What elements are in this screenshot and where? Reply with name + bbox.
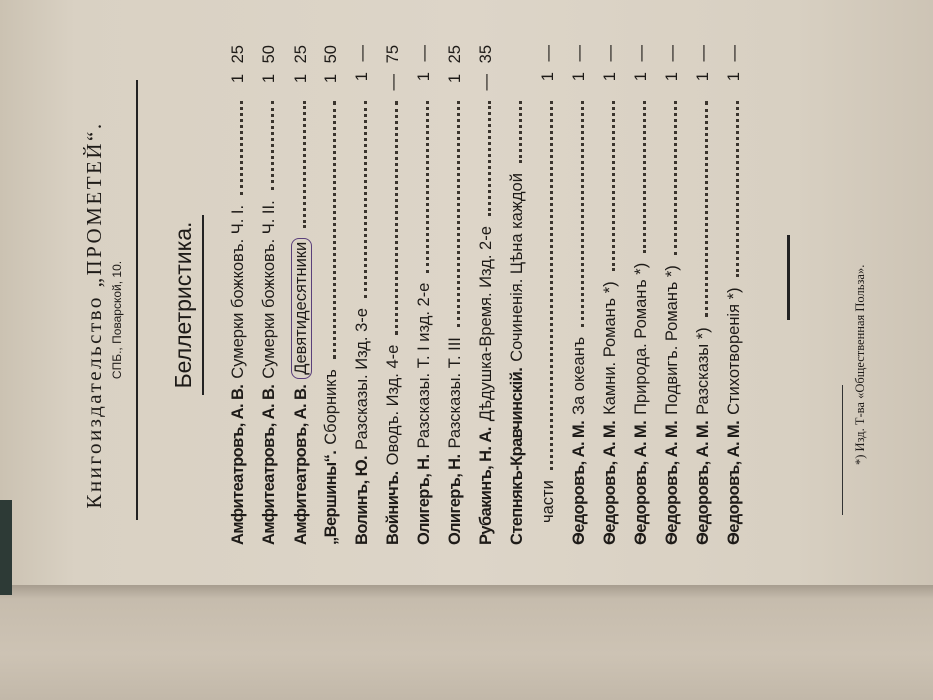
entry-price: 1 50	[260, 45, 278, 84]
entry-price: — 75	[384, 45, 402, 91]
catalog-entry: Ѳедоровъ, А. М. За океанъ 1 —	[570, 45, 601, 545]
entry-title: Разсказы. Т. I изд. 2-е	[415, 282, 433, 449]
entry-price: 1 —	[353, 45, 371, 82]
dot-leader	[519, 101, 522, 164]
footnote: *) Изд. Т-ва «Общественная Польза».	[853, 264, 867, 465]
entry-title: Стихотворенія *)	[725, 287, 743, 415]
entry-price: 1 —	[663, 45, 681, 82]
entry-author: Амфитеатровъ, А. В.	[292, 384, 310, 545]
book-cover-edge	[0, 500, 12, 595]
entry-author: Амфитеатровъ, А. В.	[260, 384, 278, 545]
catalog-entry: Олигеръ, Н. Разсказы. Т. III 1 25	[446, 45, 477, 545]
dot-leader	[457, 101, 460, 328]
catalog-entry: Ѳедоровъ, А. М. Природа. Романъ *) 1 —	[632, 45, 663, 545]
dot-leader	[240, 101, 243, 195]
entry-price: — 35	[477, 45, 495, 91]
catalog-list: Амфитеатровъ, А. В. Сумерки божковъ. Ч. I…	[229, 45, 756, 545]
entry-price: 1 —	[694, 45, 712, 82]
entry-title: Сумерки божковъ. Ч. II.	[260, 200, 278, 379]
catalog-entry: Ѳедоровъ, А. М. Стихотворенія *) 1 —	[725, 45, 756, 545]
entry-title: Дѣдушка-Время. Изд. 2-е	[477, 226, 495, 422]
dot-leader	[488, 101, 491, 217]
dot-leader	[736, 101, 739, 278]
dot-leader	[674, 101, 677, 256]
entry-author: Ѳедоровъ, А. М.	[570, 420, 588, 545]
entry-price: 1 25	[446, 45, 464, 84]
catalog-entry: Амфитеатровъ, А. В. Сумерки божковъ. Ч. I…	[229, 45, 260, 545]
entry-price: 1 50	[322, 45, 340, 84]
catalog-entry: Ѳедоровъ, А. М. Камни. Романъ *) 1 —	[601, 45, 632, 545]
entry-price: 1 —	[570, 45, 588, 82]
entry-price: 1 —	[725, 45, 743, 82]
entry-title: Природа. Романъ *)	[632, 262, 650, 415]
dot-leader	[643, 101, 646, 253]
catalog-entry: части 1 —	[539, 45, 570, 545]
publisher-address: СПБ., Поварской, 10.	[110, 260, 124, 380]
entry-author: Ѳедоровъ, А. М.	[725, 420, 743, 545]
entry-title: Разсказы. Изд. 3-е	[353, 308, 371, 451]
entry-price: 1 25	[292, 45, 310, 84]
dot-leader	[581, 101, 584, 327]
dot-leader	[705, 101, 708, 318]
paper-page	[0, 0, 933, 595]
header-rule	[136, 80, 138, 520]
catalog-entry: Амфитеатровъ, А. В. Девятидесятники 1 25	[291, 45, 322, 545]
entry-title: Разсказы. Т. III	[446, 337, 464, 449]
end-rule	[787, 235, 790, 320]
catalog-entry: Степнякъ-Кравчинскій. Сочиненія. Цѣна каж…	[508, 45, 539, 545]
book-fold	[0, 585, 933, 700]
catalog-entry: Амфитеатровъ, А. В. Сумерки божковъ. Ч. I…	[260, 45, 291, 545]
entry-author: Олигеръ, Н.	[415, 454, 433, 545]
entry-author: Войничъ.	[384, 471, 402, 545]
entry-price: 1 —	[601, 45, 619, 82]
entry-author: Ѳедоровъ, А. М.	[601, 420, 619, 545]
section-rule	[202, 215, 204, 395]
entry-title: Оводъ. Изд. 4-е	[384, 344, 402, 466]
entry-title: Девятидесятники	[291, 237, 312, 379]
catalog-entry: Ѳедоровъ, А. М. Разсказы *) 1 —	[694, 45, 725, 545]
entry-author: Степнякъ-Кравчинскій.	[508, 367, 526, 545]
entry-price: 1 25	[229, 45, 247, 84]
entry-title: Сборникъ	[322, 369, 340, 445]
entry-price: 1 —	[632, 45, 650, 82]
dot-leader	[550, 101, 553, 471]
entry-author: Амфитеатровъ, А. В.	[229, 384, 247, 545]
entry-author: Ѳедоровъ, А. М.	[663, 420, 681, 545]
entry-title: Сумерки божковъ. Ч. I.	[229, 204, 247, 379]
dot-leader	[364, 101, 367, 299]
entry-title: Камни. Романъ *)	[601, 281, 619, 415]
entry-title: За океанъ	[570, 336, 588, 415]
entry-price: 1 —	[415, 45, 433, 82]
entry-title: Сочиненія. Цѣна каждой	[508, 173, 526, 362]
section-title: Беллетристика.	[170, 221, 196, 389]
entry-price: 1 —	[539, 45, 557, 82]
entry-title: Разсказы *)	[694, 327, 712, 415]
entry-title: части	[539, 480, 557, 523]
entry-author: Волинъ, Ю.	[353, 456, 371, 545]
entry-title: Подвигъ. Романъ *)	[663, 265, 681, 415]
dot-leader	[395, 101, 398, 335]
catalog-entry: Олигеръ, Н. Разсказы. Т. I изд. 2-е 1 —	[415, 45, 446, 545]
entry-author: Ѳедоровъ, А. М.	[694, 420, 712, 545]
dot-leader	[612, 101, 615, 272]
catalog-entry: Рубакинъ, Н. А. Дѣдушка-Время. Изд. 2-е — …	[477, 45, 508, 545]
catalog-entry: Войничъ. Оводъ. Изд. 4-е — 75	[384, 45, 415, 545]
dot-leader	[426, 101, 429, 273]
footnote-rule	[842, 385, 843, 515]
entry-author: Олигеръ, Н.	[446, 454, 464, 545]
catalog-entry: „Вершины“. Сборникъ 1 50	[322, 45, 353, 545]
dot-leader	[271, 101, 274, 191]
publisher-title: Книгоиздательство „ПРОМЕТЕЙ“.	[82, 121, 106, 509]
entry-author: „Вершины“.	[322, 450, 340, 545]
catalog-entry: Волинъ, Ю. Разсказы. Изд. 3-е 1 —	[353, 45, 384, 545]
entry-author: Рубакинъ, Н. А.	[477, 427, 495, 545]
catalog-entry: Ѳедоровъ, А. М. Подвигъ. Романъ *) 1 —	[663, 45, 694, 545]
dot-leader	[333, 101, 336, 360]
dot-leader	[303, 101, 306, 228]
entry-author: Ѳедоровъ, А. М.	[632, 420, 650, 545]
